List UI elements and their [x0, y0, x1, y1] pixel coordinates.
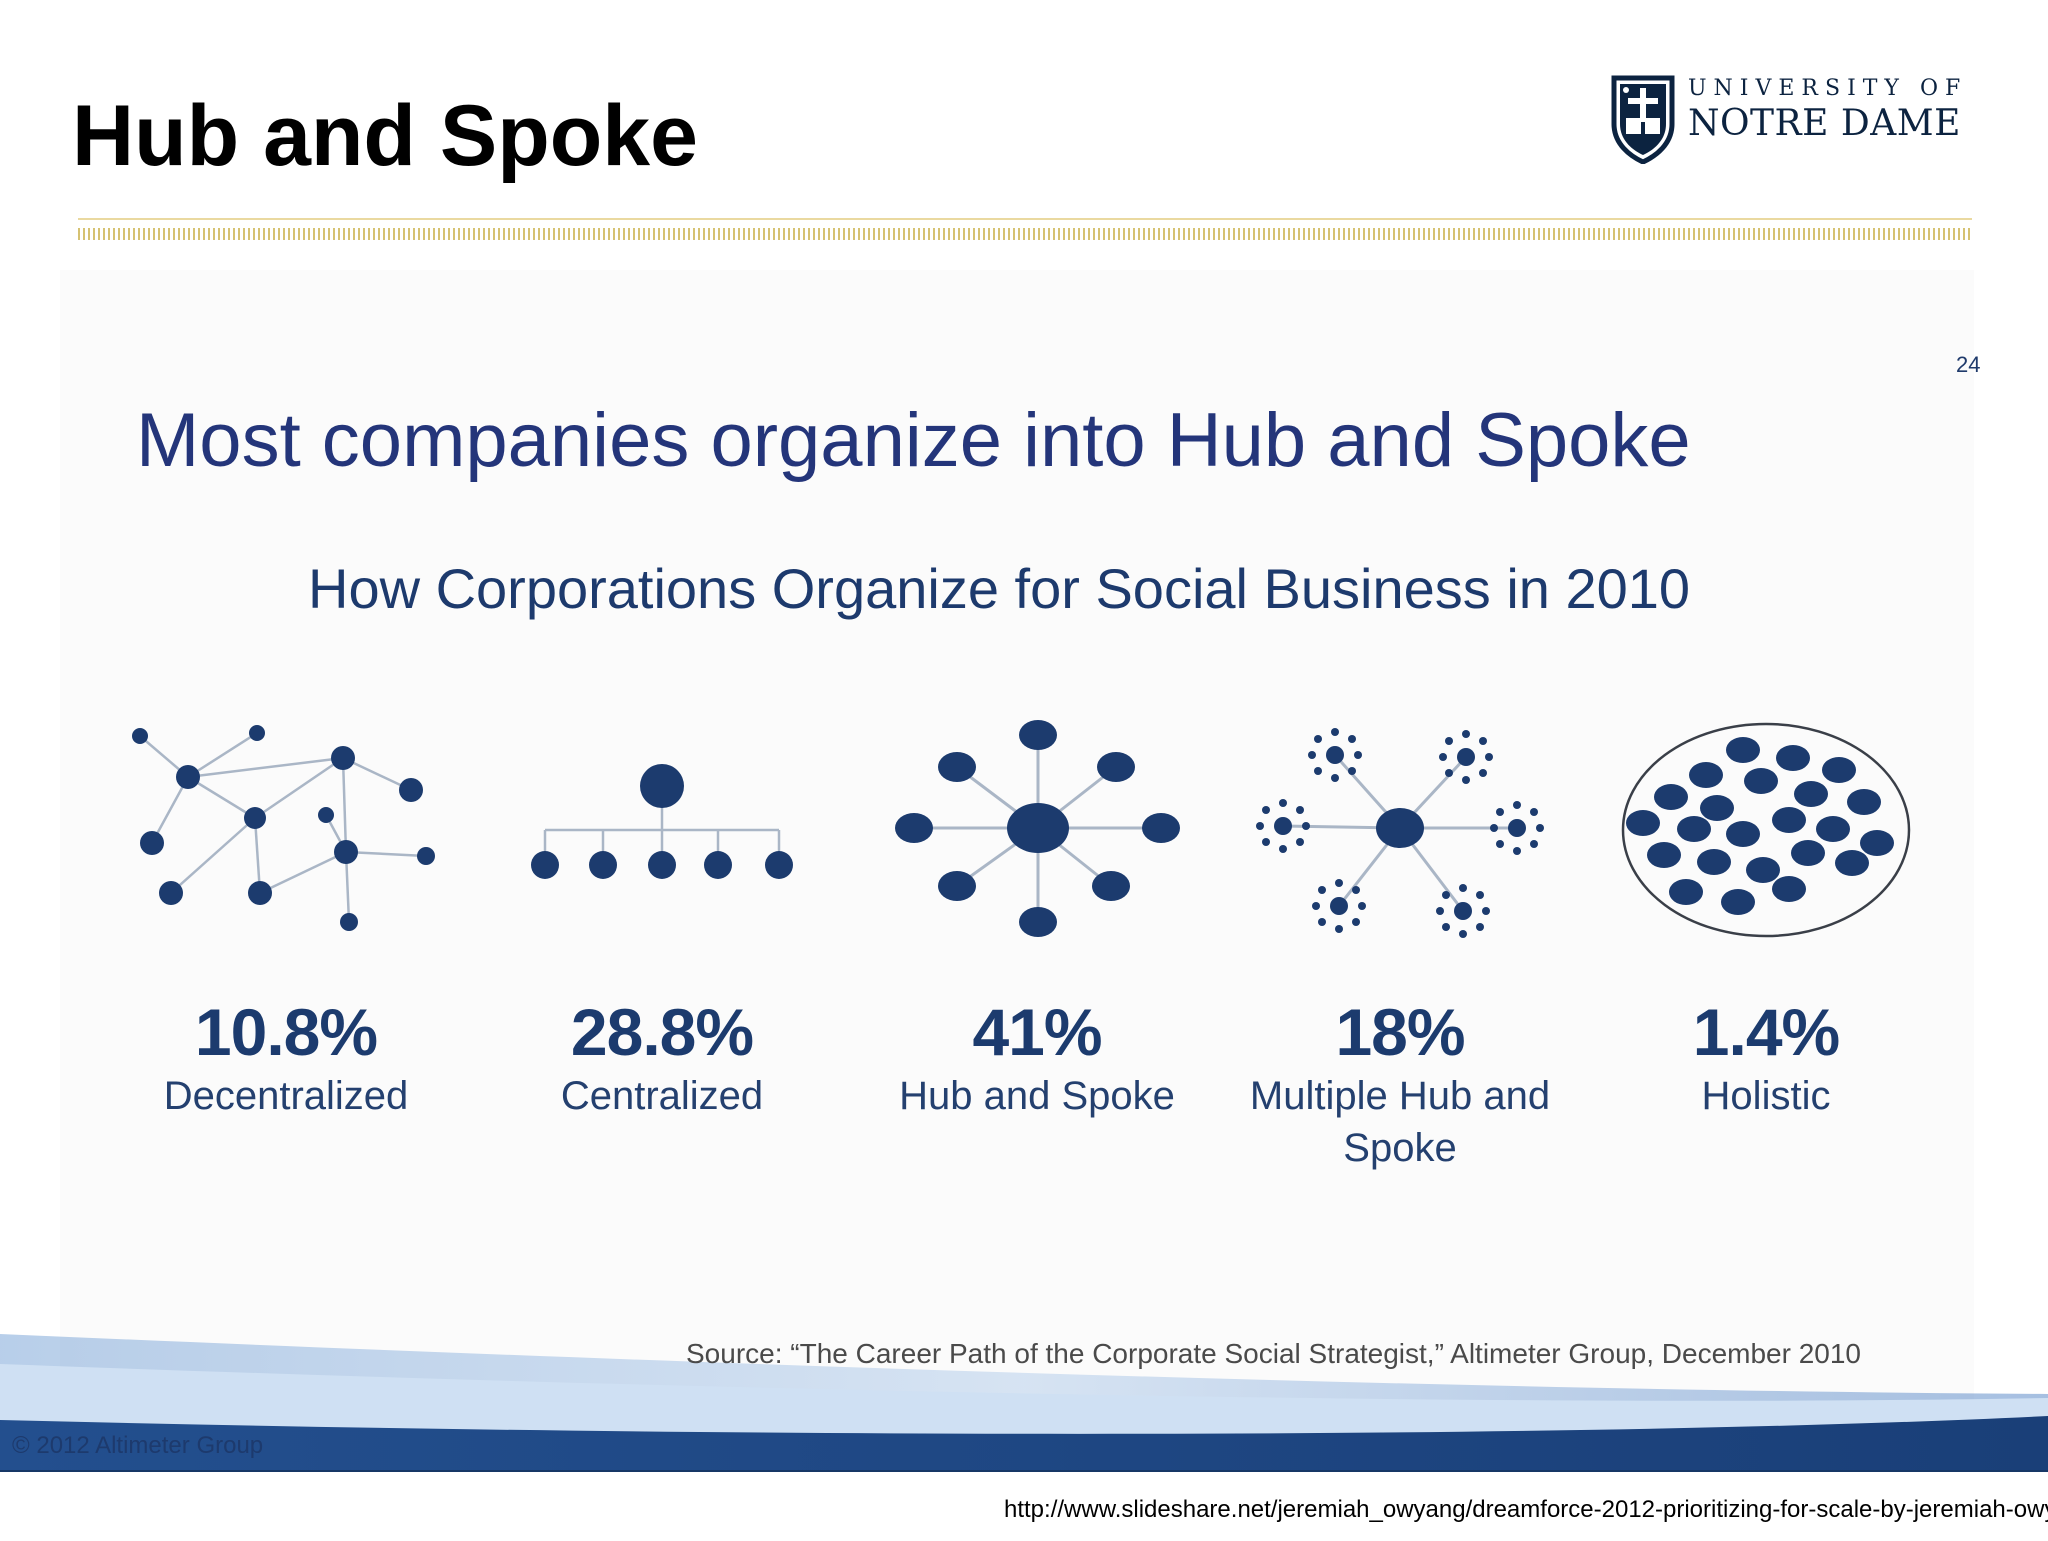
footer-swoosh-band	[0, 1334, 2048, 1472]
logo-text-bottom: NOTRE DAME	[1688, 103, 1961, 144]
label-hub-and-spoke: Hub and Spoke	[899, 1074, 1175, 1118]
embedded-headline: Most companies organize into Hub and Spo…	[136, 398, 1691, 483]
embedded-slide-background	[60, 270, 1974, 1470]
embedded-subheadline: How Corporations Organize for Social Bus…	[308, 557, 1691, 620]
hub-and-spoke-icon	[895, 720, 1180, 937]
percent-holistic: 1.4%	[1692, 995, 1840, 1069]
percent-centralized: 28.8%	[570, 995, 754, 1069]
gold-divider-line	[78, 218, 1972, 220]
label-holistic: Holistic	[1701, 1074, 1831, 1118]
percent-multiple-hub: 18%	[1335, 995, 1465, 1069]
copyright-text: © 2012 Altimeter Group	[12, 1432, 264, 1459]
holistic-icon	[1621, 722, 1911, 938]
gold-hatched-divider	[78, 228, 1972, 240]
decentralized-network-icon	[132, 725, 435, 931]
centralized-hierarchy-icon	[531, 764, 793, 879]
embedded-page-number: 24	[1956, 352, 1981, 377]
source-url: http://www.slideshare.net/jeremiah_owyan…	[1004, 1496, 2048, 1523]
shield-icon	[1611, 75, 1675, 164]
percent-hub-and-spoke: 41%	[972, 995, 1102, 1069]
university-logo: UNIVERSITY OF NOTRE DAME	[1610, 74, 1976, 166]
label-multiple-hub: Multiple Hub and Spoke	[1249, 1074, 1551, 1170]
percent-decentralized: 10.8%	[194, 995, 378, 1069]
logo-text-top: UNIVERSITY OF	[1688, 76, 1968, 101]
multiple-hub-and-spoke-icon	[1256, 728, 1544, 938]
logo-text: UNIVERSITY OF NOTRE DAME	[1688, 74, 1967, 144]
source-citation: Source: “The Career Path of the Corporat…	[686, 1338, 1862, 1369]
slide-title: Hub and Spoke	[72, 88, 698, 184]
label-decentralized: Decentralized	[163, 1074, 409, 1118]
label-centralized: Centralized	[560, 1074, 764, 1118]
